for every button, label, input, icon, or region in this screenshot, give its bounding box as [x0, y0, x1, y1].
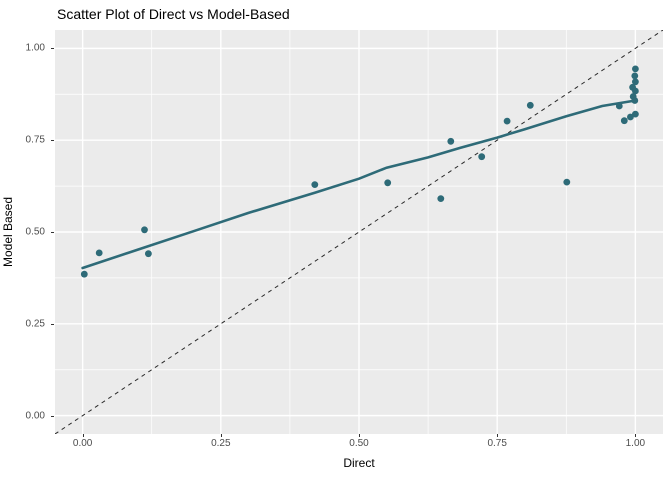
y-tick-label: 0.75: [25, 134, 45, 146]
data-point: [503, 117, 511, 125]
data-point: [631, 72, 639, 80]
plot-panel: [55, 30, 663, 434]
y-tick-label: 0.50: [25, 226, 45, 238]
data-point: [631, 97, 639, 104]
x-tick-label: 0.50: [349, 438, 369, 449]
x-tick-mark: [497, 434, 499, 437]
data-point: [563, 178, 571, 186]
data-point: [632, 65, 639, 73]
data-point: [437, 195, 445, 203]
data-point: [447, 137, 455, 145]
x-tick-label: 0.25: [211, 438, 231, 449]
data-point: [615, 102, 623, 110]
y-axis-title: Model Based: [1, 196, 15, 268]
plot-area: [55, 30, 663, 434]
data-point: [145, 250, 152, 258]
y-tick-mark: [51, 48, 54, 50]
x-tick-mark: [82, 434, 84, 437]
x-tick-label: 1.00: [625, 438, 646, 449]
data-point: [311, 181, 319, 189]
identity-reference-line: [55, 30, 663, 434]
data-point: [632, 78, 639, 86]
data-point: [627, 113, 634, 121]
y-tick-mark: [51, 140, 54, 142]
x-axis-title: Direct: [343, 456, 375, 470]
y-tick-label: 1.00: [25, 42, 45, 54]
x-tick-mark: [359, 434, 360, 437]
x-tick-mark: [635, 434, 637, 437]
y-tick-mark: [51, 323, 54, 325]
data-point: [478, 153, 486, 161]
x-tick-label: 0.00: [72, 438, 93, 449]
data-point: [384, 179, 392, 187]
x-tick-label: 0.75: [487, 438, 507, 449]
data-point: [632, 87, 639, 95]
y-tick-mark: [51, 232, 54, 233]
plot-title: Scatter Plot of Direct vs Model-Based: [57, 6, 290, 22]
data-point: [141, 226, 148, 234]
smooth-fit-line: [81, 99, 637, 270]
y-tick-mark: [51, 415, 54, 417]
x-tick-mark: [220, 434, 222, 437]
y-tick-label: 0.00: [25, 410, 45, 422]
y-tick-label: 0.25: [25, 318, 45, 330]
data-point: [632, 110, 639, 118]
data-point: [80, 270, 88, 278]
data-point: [526, 101, 534, 109]
data-point: [95, 249, 103, 257]
data-point: [620, 117, 628, 125]
